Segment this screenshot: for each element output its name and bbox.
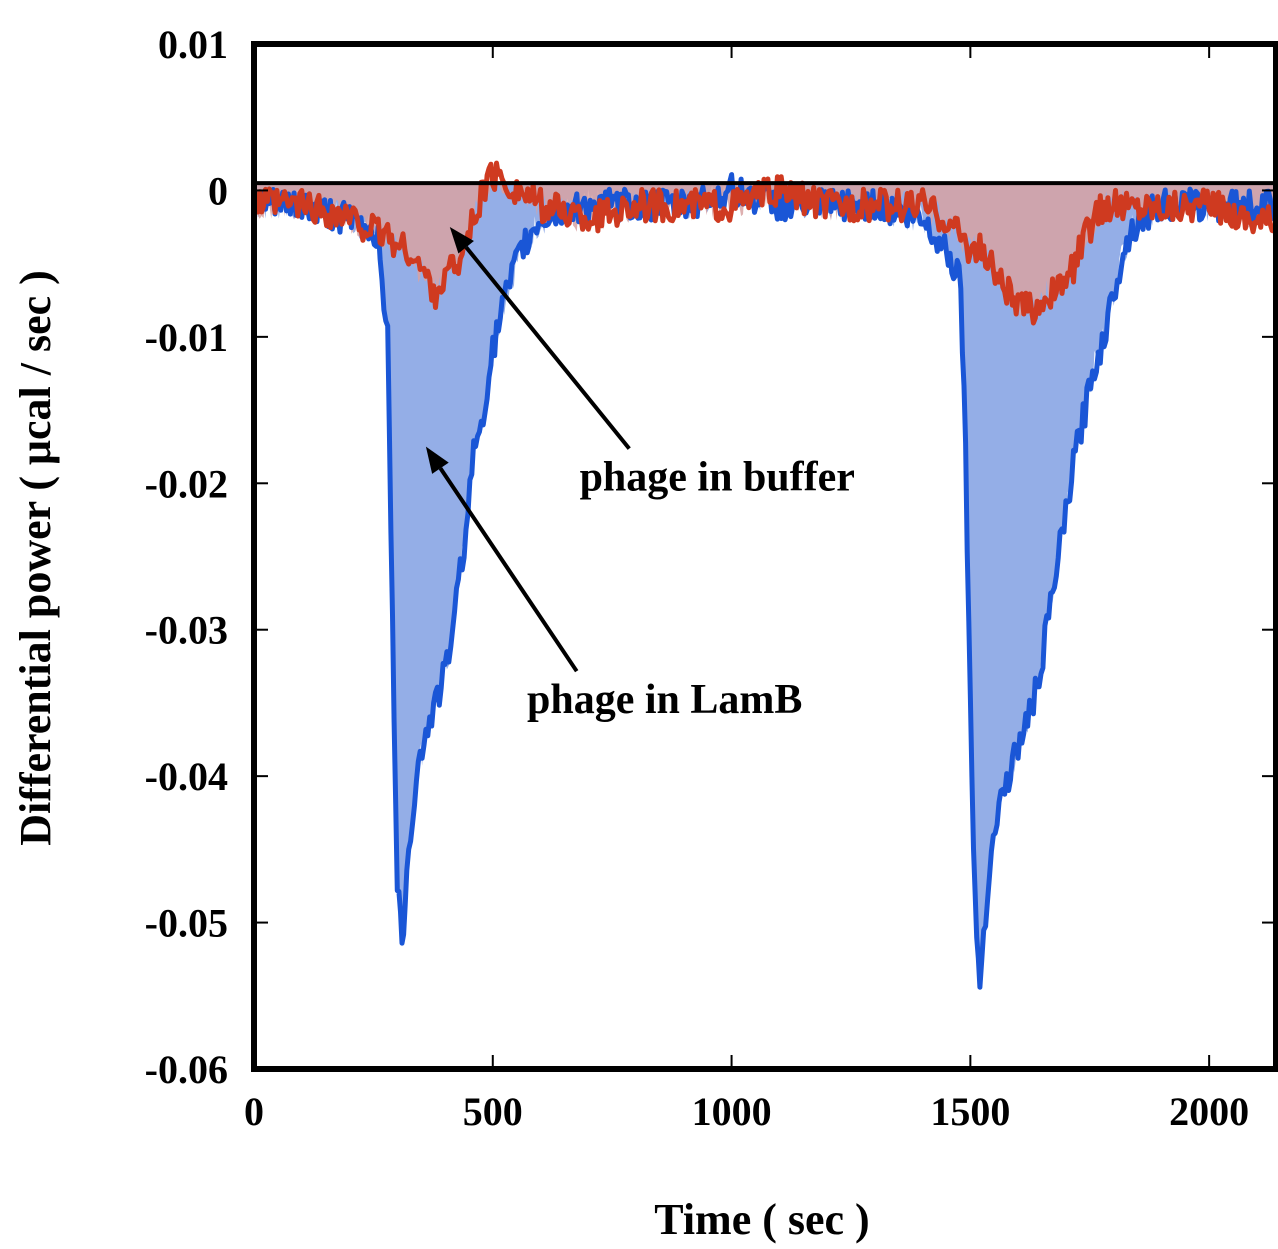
- y-tick-label: -0.06: [145, 1047, 228, 1092]
- plot-frame: [251, 41, 1278, 1072]
- y-tick-label: 0.01: [158, 22, 228, 67]
- annotation-arrowhead: [425, 446, 449, 474]
- y-axis-title: Differential power ( μcal / sec ): [11, 270, 60, 846]
- y-tick-label: 0: [208, 168, 228, 213]
- x-tick-label: 500: [463, 1089, 523, 1134]
- y-tick-label: -0.04: [145, 754, 228, 799]
- y-tick-label: -0.02: [145, 461, 228, 506]
- y-tick-label: -0.05: [145, 901, 228, 946]
- y-tick-label: -0.01: [145, 315, 228, 360]
- annotation-arrowhead: [449, 227, 474, 254]
- annotation-label: phage in LamB: [527, 677, 802, 723]
- annotations: phage in buffer phage in LamB: [425, 227, 855, 723]
- annotation-label: phage in buffer: [580, 455, 855, 501]
- series-area-phage-in-lamb: [254, 183, 1276, 990]
- x-tick-label: 1500: [930, 1089, 1010, 1134]
- x-axis-title: Time ( sec ): [654, 1195, 869, 1244]
- x-tick-label: 1000: [692, 1089, 772, 1134]
- y-tick-label: -0.03: [145, 608, 228, 653]
- annotation-arrow: [438, 467, 579, 673]
- annotation-arrow: [464, 245, 631, 450]
- series-area-phage-in-buffer: [254, 183, 1276, 320]
- plot-area: [254, 160, 1276, 990]
- x-tick-label: 2000: [1169, 1089, 1249, 1134]
- ticks: 0 500 1000 1500 2000 0.01 0 -0.01 -0.02 -0.03 -0.0…: [145, 22, 1276, 1134]
- x-tick-label: 0: [244, 1089, 264, 1134]
